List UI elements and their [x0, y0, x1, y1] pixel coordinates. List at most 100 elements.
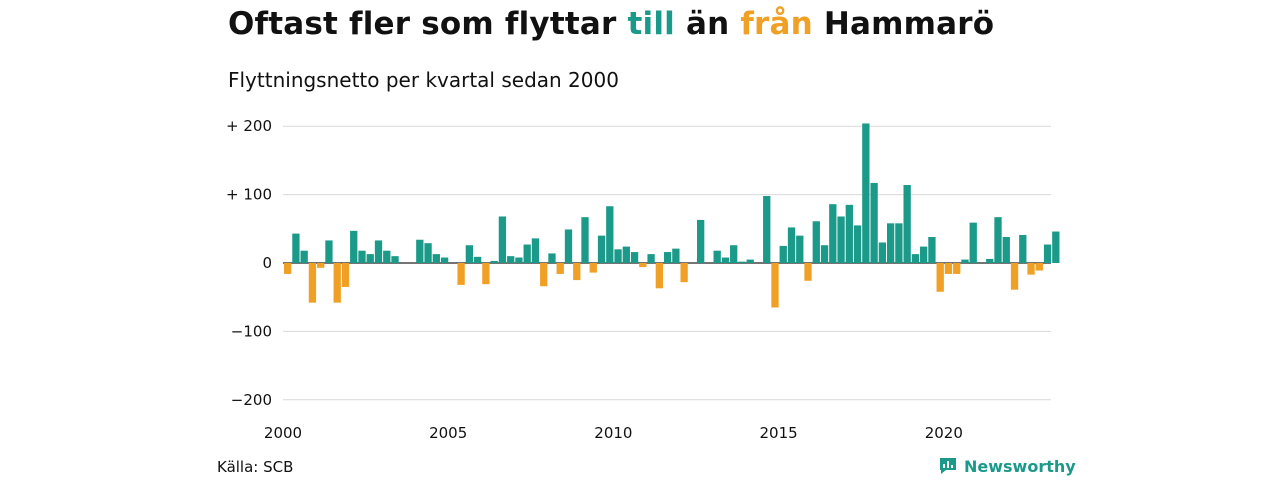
- bar: [787, 227, 796, 263]
- x-tick-label: 2005: [429, 424, 467, 442]
- bar: [878, 242, 887, 263]
- bar: [614, 249, 622, 263]
- y-tick-label: + 200: [226, 117, 272, 135]
- bar: [523, 244, 531, 263]
- bar-chart: + 200 + 100 0 −100 −200 2000 2005 2010 2015 2020: [226, 117, 1060, 442]
- bars: [284, 123, 1060, 308]
- bar: [903, 185, 911, 263]
- bar: [490, 260, 498, 263]
- chart-title: Oftast fler som flyttar till än från Ham…: [228, 6, 994, 42]
- bar: [886, 223, 895, 263]
- bar: [473, 256, 482, 263]
- bar: [548, 253, 556, 263]
- bar: [622, 246, 630, 263]
- bar: [350, 230, 358, 263]
- x-tick-label: 2015: [760, 424, 798, 442]
- source-note: Källa: SCB: [217, 458, 294, 476]
- bar: [779, 245, 787, 263]
- bar: [374, 240, 383, 263]
- bar: [862, 123, 870, 264]
- bar: [308, 263, 317, 303]
- bar: [639, 263, 647, 268]
- bar: [655, 263, 663, 289]
- bar: [870, 182, 878, 263]
- bar: [482, 263, 490, 285]
- bar: [432, 254, 440, 263]
- newsworthy-logo-icon: [940, 458, 956, 474]
- bar: [581, 217, 589, 263]
- bar: [820, 245, 829, 263]
- bar: [284, 263, 292, 274]
- bar: [697, 219, 705, 263]
- y-tick-label: −200: [231, 391, 272, 409]
- bar: [829, 204, 837, 263]
- brand-name: Newsworthy: [964, 456, 1076, 476]
- bar: [713, 250, 721, 263]
- bar: [853, 225, 862, 263]
- bar: [994, 217, 1002, 263]
- bar: [812, 221, 820, 263]
- bar: [457, 263, 465, 285]
- bar: [1035, 263, 1043, 271]
- bar: [944, 263, 953, 274]
- bar: [366, 254, 374, 263]
- bar: [1002, 237, 1010, 263]
- title-part-1: Oftast fler som flyttar: [228, 6, 628, 42]
- x-tick-label: 2010: [594, 424, 632, 442]
- bar: [928, 237, 936, 263]
- bar: [300, 250, 308, 263]
- bar: [540, 263, 548, 287]
- bar: [961, 259, 969, 263]
- bar: [1019, 234, 1027, 263]
- bar: [589, 263, 597, 273]
- bar: [564, 229, 573, 263]
- bar: [498, 216, 507, 263]
- bar: [383, 250, 391, 263]
- x-axis-labels: 2000 2005 2010 2015 2020: [264, 424, 963, 442]
- bar: [440, 257, 449, 263]
- bar: [721, 257, 730, 263]
- bar: [730, 245, 738, 263]
- bar: [465, 245, 474, 263]
- bar: [630, 252, 639, 263]
- bar: [953, 263, 961, 274]
- bar: [416, 239, 424, 263]
- y-tick-label: 0: [262, 254, 272, 272]
- title-highlight-from: från: [740, 6, 813, 42]
- bar: [680, 263, 688, 283]
- bar: [292, 233, 300, 263]
- bar: [507, 256, 515, 263]
- bar: [911, 254, 920, 263]
- newsworthy-logo: Newsworthy: [938, 456, 1076, 476]
- bar: [573, 263, 581, 281]
- title-part-2: än: [674, 6, 741, 42]
- bar: [1027, 263, 1035, 275]
- bar: [895, 223, 903, 263]
- bar: [317, 263, 325, 268]
- x-tick-label: 2000: [264, 424, 302, 442]
- title-part-3: Hammarö: [812, 6, 995, 42]
- bar: [341, 263, 350, 287]
- bar: [969, 222, 977, 263]
- bar: [606, 206, 614, 263]
- bar: [738, 261, 746, 263]
- bar: [424, 243, 432, 263]
- bar: [325, 240, 333, 263]
- bar: [920, 246, 928, 263]
- bar: [771, 263, 779, 308]
- chart-subtitle: Flyttningsnetto per kvartal sedan 2000: [228, 68, 619, 92]
- bar: [1043, 244, 1052, 263]
- bar: [597, 235, 606, 263]
- bar: [556, 263, 564, 274]
- bar: [391, 256, 399, 263]
- title-highlight-to: till: [627, 6, 675, 42]
- y-tick-label: −100: [231, 322, 272, 340]
- bar: [746, 259, 754, 263]
- bar: [333, 263, 341, 303]
- bar: [358, 250, 366, 263]
- bar: [986, 258, 994, 263]
- bar: [804, 263, 812, 281]
- bar: [796, 235, 804, 263]
- bar: [837, 216, 845, 263]
- bar: [663, 252, 672, 263]
